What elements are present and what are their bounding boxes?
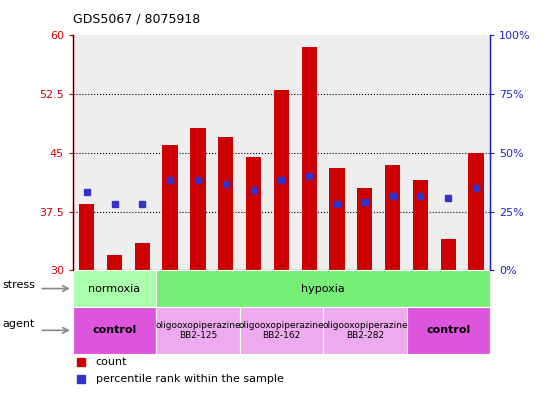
Bar: [329, 169, 344, 270]
Bar: [135, 243, 150, 270]
Text: stress: stress: [3, 280, 36, 290]
Bar: [73, 270, 156, 307]
Bar: [469, 153, 484, 270]
Bar: [357, 188, 372, 270]
Bar: [156, 270, 490, 307]
Bar: [79, 204, 94, 270]
Bar: [218, 137, 234, 270]
Text: control: control: [92, 325, 137, 335]
Bar: [107, 255, 122, 270]
Text: agent: agent: [3, 319, 35, 329]
Bar: [302, 47, 317, 270]
Bar: [385, 165, 400, 270]
Bar: [413, 180, 428, 270]
Text: normoxia: normoxia: [88, 284, 141, 294]
Text: count: count: [96, 357, 127, 367]
Bar: [407, 307, 490, 354]
Text: control: control: [426, 325, 470, 335]
Bar: [441, 239, 456, 270]
Text: oligooxopiperazine
BB2-162: oligooxopiperazine BB2-162: [239, 321, 324, 340]
Text: percentile rank within the sample: percentile rank within the sample: [96, 374, 283, 384]
Bar: [240, 307, 323, 354]
Bar: [246, 157, 261, 270]
Text: GDS5067 / 8075918: GDS5067 / 8075918: [73, 13, 200, 26]
Bar: [156, 307, 240, 354]
Bar: [190, 128, 206, 270]
Bar: [73, 307, 156, 354]
Bar: [162, 145, 178, 270]
Text: oligooxopiperazine
BB2-282: oligooxopiperazine BB2-282: [322, 321, 408, 340]
Text: hypoxia: hypoxia: [301, 284, 345, 294]
Bar: [323, 307, 407, 354]
Text: oligooxopiperazine
BB2-125: oligooxopiperazine BB2-125: [155, 321, 241, 340]
Bar: [274, 90, 289, 270]
